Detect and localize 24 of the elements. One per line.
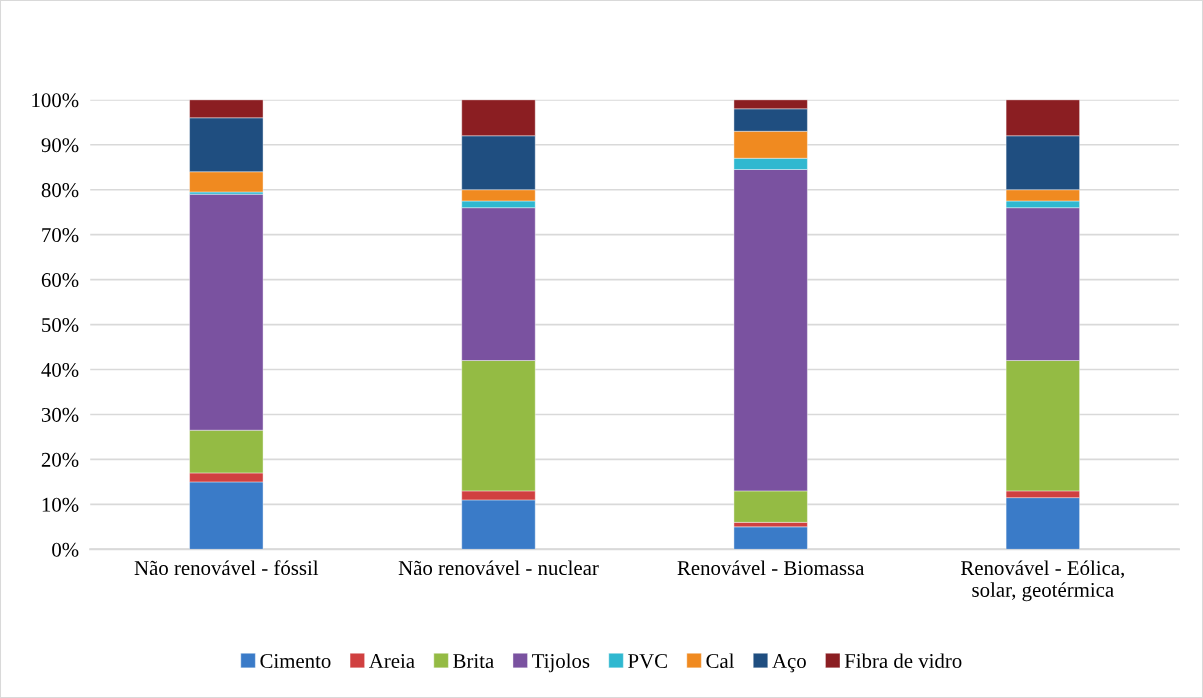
legend-label: Cimento — [260, 654, 331, 669]
y-tick-label: 30% — [41, 407, 79, 422]
y-tick-label: 80% — [41, 183, 79, 198]
legend-label: Tijolos — [532, 653, 590, 673]
y-tick-label: 50% — [42, 317, 79, 333]
legend-label: Fibra de vidro — [844, 653, 962, 669]
y-tick-label: 100% — [32, 93, 79, 108]
y-tick-label: 60% — [41, 272, 79, 288]
legend-label: PVC — [628, 654, 667, 669]
y-tick-label: 90% — [41, 138, 79, 153]
y-tick-label: 0% — [52, 542, 79, 557]
y-tick-label: 40% — [41, 362, 79, 378]
legend-label: Brita — [453, 654, 494, 669]
legend-label: Aço — [772, 654, 806, 673]
y-tick-label: 70% — [42, 228, 79, 243]
legend-label: Cal — [706, 653, 735, 669]
legend-label: Areia — [369, 654, 415, 669]
x-tick-label: Renovável - Eólica, solar, geotérmica — [961, 560, 1124, 602]
bar — [733, 526, 808, 550]
y-tick-label: 20% — [41, 452, 79, 467]
x-tick-label: Renovável - Biomassa — [677, 560, 865, 576]
y-tick-label: 10% — [42, 497, 79, 512]
x-tick-label: Não renovável - nuclear — [398, 560, 599, 576]
x-tick-label: Não renovável - fóssil — [134, 560, 319, 576]
